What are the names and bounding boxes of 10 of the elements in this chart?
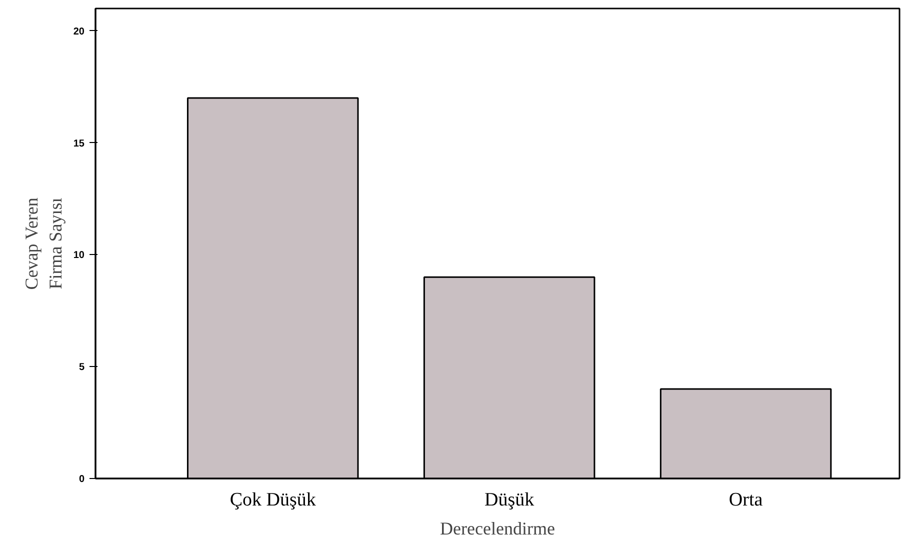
x-tick-label: Orta: [728, 490, 764, 510]
y-tick-label: 5: [78, 362, 85, 374]
x-tick-label: Düşük: [484, 490, 535, 510]
y-tick-label: 0: [78, 474, 85, 485]
x-tick-label: Çok Düşük: [230, 490, 316, 510]
x-axis-title: Derecelendirme: [440, 518, 555, 538]
y-tick-label: 15: [73, 138, 85, 150]
y-tick-label: 20: [73, 26, 85, 38]
y-tick-label: 10: [73, 250, 85, 262]
y-axis-title: Cevap Veren Firma Sayısı: [21, 198, 66, 290]
